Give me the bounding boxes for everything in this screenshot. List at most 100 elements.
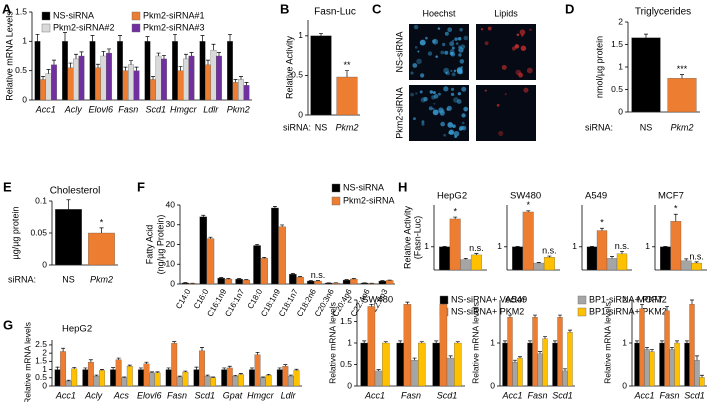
micrograph-signal	[459, 28, 463, 32]
error-bar	[99, 227, 104, 233]
bar	[232, 82, 239, 101]
bar	[670, 221, 682, 271]
micrograph-signal	[440, 50, 445, 55]
micrograph-signal	[498, 130, 504, 137]
error-bar	[255, 243, 260, 246]
x-tick-label: Pkm2	[90, 274, 113, 284]
error-bar	[90, 35, 95, 42]
bar	[276, 369, 283, 387]
error-bar	[79, 51, 84, 56]
bar	[293, 370, 300, 387]
error-bar	[553, 340, 557, 343]
y-axis-label: µg/µg protein	[10, 207, 20, 260]
bar	[350, 278, 358, 285]
bar	[67, 67, 74, 101]
subplot-title: HepG2	[437, 191, 467, 202]
error-bar	[261, 376, 266, 378]
bar	[674, 342, 680, 387]
bar	[684, 342, 690, 387]
subplot-title: A549	[585, 191, 607, 202]
error-bar	[547, 255, 552, 258]
x-tick-label: C18:0	[246, 287, 265, 310]
micrograph-signal	[454, 37, 458, 41]
error-bar	[650, 349, 654, 352]
micrograph-signal	[453, 69, 457, 73]
error-bar	[536, 261, 541, 264]
y-tick-label: 20	[166, 239, 176, 249]
subplot-title: SW480	[510, 191, 541, 202]
error-bar	[620, 251, 624, 254]
micrograph-signal	[480, 28, 484, 31]
micrograph-signal	[461, 86, 467, 92]
micrograph-signal	[419, 90, 423, 94]
micrograph-signal	[456, 67, 463, 74]
micrograph-signal	[487, 26, 492, 31]
x-tick-label: Fasn	[118, 104, 138, 114]
bar	[439, 246, 451, 271]
error-bar	[68, 62, 73, 68]
y-tick-label: 0.5	[35, 372, 47, 382]
x-tick-label: Fasn	[401, 390, 421, 400]
subplot-title: HepG2	[62, 324, 92, 335]
x-tick-label: NS	[640, 122, 653, 132]
error-bar	[227, 365, 232, 368]
micrograph-signal	[444, 31, 449, 36]
bar	[382, 342, 390, 387]
error-bar	[543, 336, 547, 339]
micrograph-signal	[437, 27, 441, 30]
error-bar	[294, 368, 299, 371]
bar	[446, 357, 455, 387]
micrograph-signal	[511, 46, 517, 51]
bar	[342, 279, 351, 285]
micrograph-signal	[413, 24, 419, 30]
error-bar	[290, 273, 295, 275]
error-bar	[635, 340, 639, 343]
bar	[694, 360, 700, 387]
bar	[206, 238, 215, 285]
bar	[699, 377, 705, 387]
chart-title: Triglycerides	[635, 7, 691, 18]
micrograph-signal	[455, 42, 459, 45]
micrograph-signal	[447, 27, 453, 33]
chart-title: Fasn-Luc	[314, 7, 356, 18]
bar	[639, 308, 645, 387]
error-bar	[211, 376, 216, 378]
y-tick-label: 1	[645, 241, 650, 251]
error-bar	[35, 33, 40, 42]
error-bar	[118, 35, 122, 42]
micrograph-signal	[450, 51, 456, 57]
error-bar	[503, 340, 507, 343]
micrograph-signal	[501, 64, 507, 70]
y-axis-label: Relative mRNA Levels	[4, 11, 14, 101]
bar	[287, 375, 294, 387]
error-bar	[219, 277, 224, 279]
error-bar	[345, 70, 349, 77]
micrograph-signal	[450, 87, 455, 91]
error-bar	[568, 329, 572, 333]
bar	[260, 377, 267, 387]
error-bar	[266, 373, 271, 376]
bar	[243, 85, 250, 101]
bar	[82, 369, 89, 387]
micrograph-signal	[445, 72, 448, 75]
bar	[199, 41, 206, 101]
bar	[89, 41, 96, 101]
micrograph-signal	[456, 99, 462, 104]
micrograph-signal	[452, 39, 455, 42]
legend-swatch	[131, 23, 141, 33]
panel-label: F	[137, 179, 145, 194]
bar	[237, 374, 244, 387]
micrograph-signal	[529, 28, 532, 31]
bar	[54, 369, 61, 387]
error-bar	[123, 66, 128, 71]
bar	[512, 246, 524, 271]
x-tick-label: Acly	[64, 104, 83, 114]
error-bar	[83, 367, 88, 370]
error-bar	[88, 359, 93, 363]
micrograph-signal	[443, 86, 449, 92]
y-axis-label: Relative Activity	[402, 205, 412, 269]
micrograph-signal	[484, 41, 489, 46]
x-tick-label: Scd1	[437, 390, 458, 400]
error-bar	[155, 371, 160, 373]
bar	[586, 246, 598, 271]
